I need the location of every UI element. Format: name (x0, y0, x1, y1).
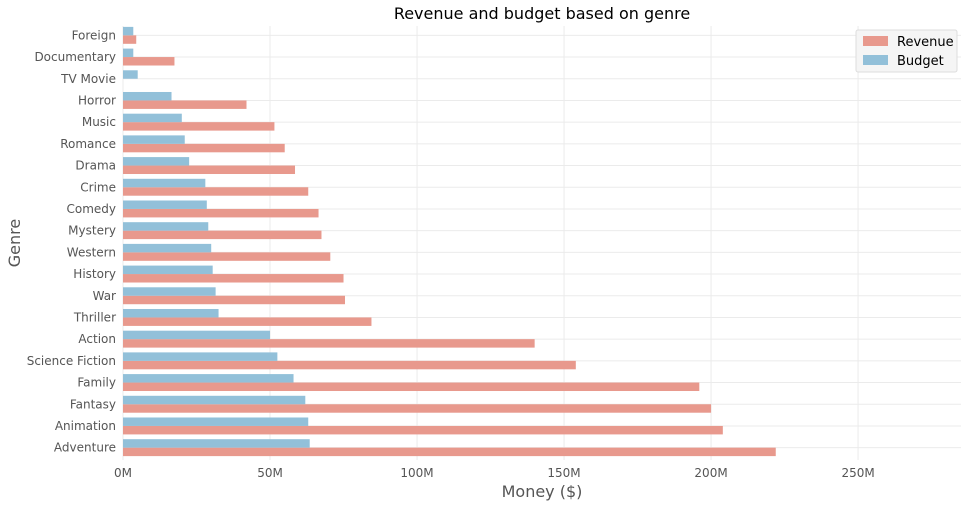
y-tick-label: Adventure (54, 441, 116, 455)
y-tick-labels: Adventure Animation Fantasy Family Science F… (27, 28, 116, 454)
budget-bar-science-fiction (123, 352, 278, 361)
revenue-bar-documentary (123, 57, 175, 66)
budget-bar-fantasy (123, 395, 306, 405)
x-axis-label: Money ($) (502, 482, 583, 501)
revenue-bar-romance (123, 143, 285, 153)
y-tick-label: Science Fiction (27, 354, 116, 368)
budget-bar-western (123, 243, 212, 253)
revenue-bar-science-fiction (123, 360, 576, 370)
budget-bar-war (123, 287, 216, 296)
budget-bar-documentary (123, 48, 134, 58)
budget-bar-animation (123, 417, 309, 426)
revenue-bar-action (123, 339, 535, 348)
revenue-bar-comedy (123, 208, 319, 218)
revenue-bar-music (123, 122, 275, 131)
budget-bar-crime (123, 178, 206, 188)
revenue-bar-animation (123, 425, 723, 435)
y-tick-label: Foreign (72, 28, 116, 42)
revenue-bar-history (123, 274, 344, 283)
y-tick-label: Animation (55, 419, 116, 433)
legend: Revenue Budget (855, 29, 958, 73)
bars (123, 26, 776, 457)
revenue-bar-horror (123, 100, 247, 109)
y-tick-label: Action (78, 332, 116, 346)
revenue-bar-adventure (123, 447, 776, 457)
y-tick-label: Horror (78, 93, 116, 107)
budget-bar-thriller (123, 308, 219, 318)
y-tick-label: Fantasy (70, 397, 116, 411)
y-axis-label: Genre (5, 219, 24, 267)
y-tick-label: Crime (80, 180, 116, 194)
x-tick-label: 0M (114, 466, 132, 480)
budget-bar-tv-movie (123, 70, 138, 79)
y-tick-label: War (93, 289, 116, 303)
budget-bar-history (123, 265, 213, 275)
budget-bar-romance (123, 135, 185, 144)
legend-swatch-budget (863, 55, 888, 65)
budget-bar-music (123, 113, 182, 123)
y-tick-label: Western (67, 245, 116, 259)
revenue-bar-war (123, 295, 345, 305)
budget-bar-mystery (123, 222, 209, 231)
y-tick-label: Music (82, 115, 116, 129)
x-tick-label: 150M (547, 466, 580, 480)
budget-bar-foreign (123, 26, 134, 36)
y-tick-label: Documentary (34, 50, 116, 64)
revenue-bar-thriller (123, 317, 372, 326)
y-tick-label: Comedy (66, 202, 116, 216)
y-tick-label: Drama (75, 159, 116, 173)
budget-bar-action (123, 330, 271, 340)
y-tick-label: TV Movie (60, 72, 116, 86)
revenue-bar-western (123, 252, 331, 261)
x-tick-label: 250M (841, 466, 874, 480)
x-tick-label: 50M (257, 466, 283, 480)
revenue-bar-crime (123, 187, 309, 196)
budget-bar-family (123, 374, 294, 383)
y-tick-label: Mystery (68, 224, 116, 238)
plot-area (123, 26, 961, 460)
x-tick-label: 100M (400, 466, 433, 480)
legend-label-budget: Budget (897, 54, 944, 69)
budget-bar-horror (123, 91, 172, 101)
y-tick-label: History (73, 267, 116, 281)
revenue-bar-drama (123, 165, 296, 175)
x-tick-labels: 0M 50M 100M 150M 200M 250M (114, 466, 875, 480)
revenue-bar-foreign (123, 35, 137, 44)
legend-label-revenue: Revenue (897, 35, 954, 50)
revenue-bar-fantasy (123, 404, 712, 413)
chart-title: Revenue and budget based on genre (394, 4, 690, 23)
x-tick-label: 200M (694, 466, 727, 480)
legend-swatch-revenue (863, 36, 888, 46)
budget-bar-drama (123, 157, 190, 166)
budget-bar-comedy (123, 200, 207, 209)
y-tick-label: Family (77, 376, 116, 390)
revenue-bar-mystery (123, 230, 322, 240)
y-tick-label: Romance (60, 137, 116, 151)
y-tick-label: Thriller (73, 310, 116, 324)
revenue-bar-family (123, 382, 700, 392)
budget-bar-adventure (123, 439, 310, 448)
